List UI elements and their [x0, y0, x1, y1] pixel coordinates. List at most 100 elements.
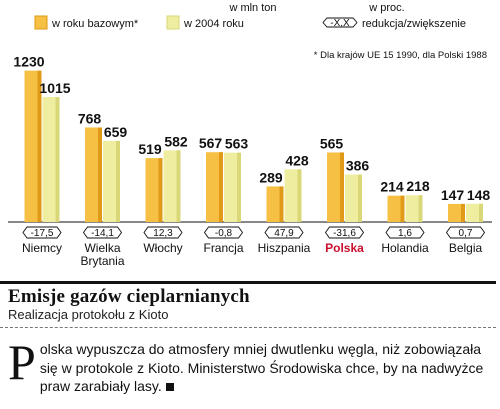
change-badge	[82, 226, 123, 239]
bar-shade	[219, 152, 223, 222]
legend-2004-key: w 2004 roku	[166, 15, 244, 30]
change-label: 1,6	[398, 228, 412, 239]
chart-legend: w mln ton w roku bazowym* w 2004 roku w …	[34, 2, 466, 30]
bar-group-włochy: 519 582 12,3 Włochy	[138, 133, 188, 255]
bar-shade	[116, 140, 120, 222]
legend-change-symbol-box	[322, 17, 358, 28]
headline-rule	[0, 281, 496, 284]
bar-shade	[279, 186, 284, 222]
bar-shade	[418, 195, 423, 222]
end-mark-icon	[165, 383, 174, 391]
bar-shade	[297, 169, 302, 222]
data-label: 428	[285, 152, 309, 168]
legend-base-swatch	[34, 15, 48, 30]
change-label: 47,9	[274, 228, 294, 239]
category-label: Hiszpania	[258, 241, 311, 255]
bar	[103, 140, 120, 222]
change-badge	[22, 226, 62, 239]
category-label: Wielka	[84, 241, 120, 255]
bar-group-holandia: 214 218 1,6 Holandia	[380, 178, 430, 255]
data-label: 659	[104, 124, 128, 140]
bar-group-francja: 567 563 -0,8 Francja	[199, 135, 249, 255]
bar	[387, 195, 405, 222]
bar-shade	[358, 174, 362, 222]
subhead-divider	[0, 327, 496, 328]
change-badge	[143, 226, 183, 239]
bar-group-niemcy: 1230 1015 -17,5 Niemcy	[13, 54, 70, 255]
bar-shade	[237, 152, 241, 222]
bar-shade	[479, 203, 483, 222]
bar	[284, 169, 302, 222]
data-label: 386	[346, 157, 370, 173]
bar-shade	[461, 203, 465, 222]
change-badge	[385, 226, 425, 239]
data-label: 1230	[13, 54, 44, 70]
bar	[145, 158, 163, 222]
legend-2004-swatch	[166, 15, 180, 30]
article-body: P olska wypuszcza do atmosfery mniej dwu…	[8, 334, 496, 396]
data-label: 289	[259, 169, 283, 185]
change-badge	[203, 226, 244, 239]
data-label: 1015	[39, 80, 70, 96]
category-label: Polska	[325, 241, 364, 255]
bar	[327, 152, 344, 222]
bar-shade	[340, 152, 344, 222]
data-label: 582	[164, 133, 188, 149]
data-label: 768	[78, 110, 102, 126]
change-badge	[324, 226, 365, 239]
data-label: 567	[199, 135, 223, 151]
category-label: Włochy	[143, 241, 182, 255]
bar	[224, 152, 241, 222]
change-badge	[264, 226, 304, 239]
change-label: -0,8	[215, 228, 233, 239]
bar	[266, 186, 284, 222]
bar	[345, 174, 362, 222]
article-headline: Emisje gazów cieplarnianych	[8, 286, 250, 307]
category-label: Holandia	[381, 241, 429, 255]
category-label: Niemcy	[22, 241, 62, 255]
bar	[448, 203, 465, 222]
data-label: 214	[380, 179, 404, 195]
bar	[466, 203, 483, 222]
legend-change-key: -X,X redukcja/zwiększenie	[322, 17, 466, 30]
bar-shade	[400, 195, 405, 222]
data-label: 147	[441, 187, 465, 203]
category-label: Belgia	[449, 241, 483, 255]
legend-base-label: w roku bazowym*	[51, 18, 139, 30]
data-label: 563	[225, 136, 249, 152]
data-label: 565	[320, 135, 344, 151]
legend-change-symbol: -X,X	[330, 18, 350, 29]
article-dropcap: P	[8, 334, 36, 390]
data-label: 218	[406, 178, 430, 194]
category-label: Francja	[203, 241, 243, 255]
legend-base-key: w roku bazowym*	[34, 15, 139, 30]
bar-group-belgia: 147 148 0,7 Belgia	[441, 187, 491, 255]
change-label: 12,3	[153, 228, 173, 239]
legend-change-label: redukcja/zwiększenie	[362, 18, 466, 30]
chart-footnote: * Dla krajów UE 15 1990, dla Polski 1988	[314, 50, 487, 61]
legend-change-unit-label: w proc.	[368, 2, 404, 14]
data-label: 519	[138, 141, 162, 157]
bar	[42, 97, 60, 222]
bar	[85, 127, 102, 222]
change-label: -17,5	[31, 228, 54, 239]
bar-shade	[37, 70, 42, 222]
bar	[405, 195, 423, 222]
legend-2004-label: w 2004 roku	[183, 18, 244, 30]
category-label: Brytania	[80, 254, 124, 268]
bar	[206, 152, 223, 222]
bar	[24, 70, 42, 222]
bar-shade	[98, 127, 102, 222]
bar-shade	[176, 150, 181, 222]
data-label: 148	[467, 187, 491, 203]
change-label: -31,6	[333, 228, 356, 239]
change-badge	[445, 226, 486, 239]
change-label: -14,1	[91, 228, 114, 239]
legend-unit-label: w mln ton	[228, 2, 276, 14]
bar-shade	[158, 158, 163, 222]
change-label: 0,7	[459, 228, 473, 239]
